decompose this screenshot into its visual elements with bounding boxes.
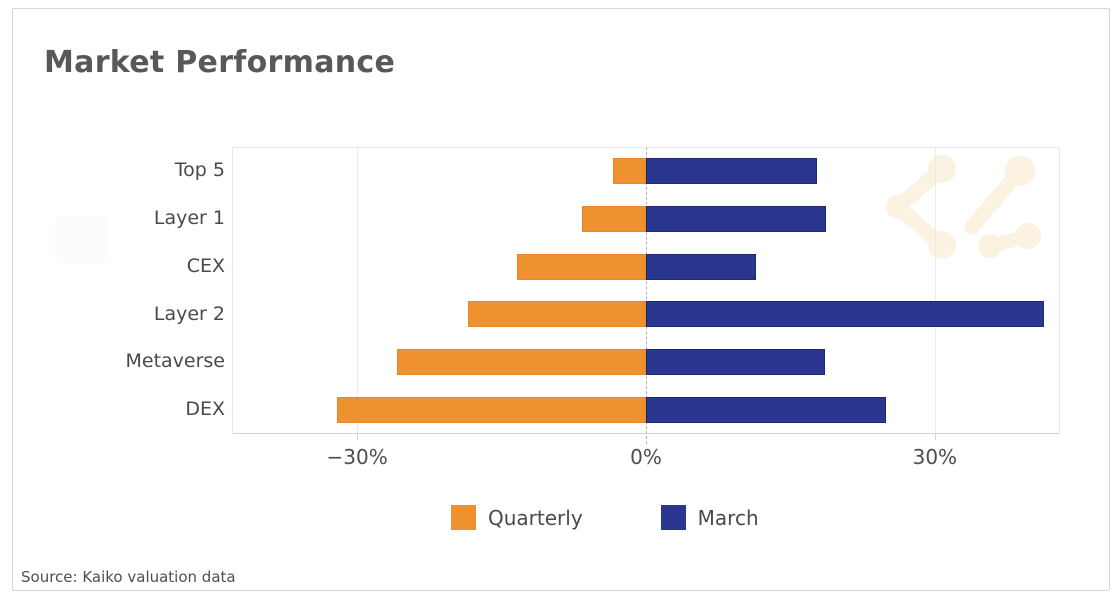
x-tick-label-30: 30% [912, 445, 958, 469]
faint-square-watermark [55, 215, 108, 263]
chart-card: Market Performance Top 5 Layer 1 CEX Layer … [12, 8, 1110, 591]
legend-swatch-march [660, 505, 686, 530]
legend: Quarterly March [451, 505, 759, 530]
source-caption: Source: Kaiko valuation data [21, 568, 236, 586]
category-label-top-5: Top 5 [174, 159, 225, 181]
category-label-layer-1: Layer 1 [153, 206, 225, 229]
bar-quarterly-layer-2 [467, 301, 646, 328]
legend-item-march: March [660, 505, 759, 530]
legend-swatch-quarterly [451, 505, 476, 530]
bar-quarterly-layer-1 [582, 205, 646, 232]
bar-quarterly-dex [336, 397, 646, 424]
bar-march-top-5 [646, 157, 818, 184]
legend-label-quarterly: Quarterly [488, 505, 583, 530]
plot-frame [232, 147, 1060, 434]
category-label-dex: DEX [185, 398, 225, 421]
bar-quarterly-cex [516, 253, 646, 280]
category-label-layer-2: Layer 2 [153, 302, 225, 325]
category-label-metaverse: Metaverse [125, 350, 225, 373]
legend-label-march: March [697, 505, 759, 530]
legend-item-quarterly: Quarterly [451, 505, 583, 530]
axis-tick-30 [934, 434, 936, 440]
bar-march-dex [646, 397, 886, 424]
kaiko-logo-watermark-icon [886, 155, 1041, 259]
zero-gridline [646, 147, 647, 444]
bar-march-metaverse [646, 349, 826, 376]
bar-march-layer-1 [646, 205, 827, 232]
x-tick-label-0: 0% [630, 445, 662, 469]
axis-tick--30 [357, 434, 359, 440]
bar-march-layer-2 [646, 301, 1044, 328]
gridline-30 [934, 147, 936, 434]
category-label-cex: CEX [186, 254, 225, 277]
bar-quarterly-metaverse [396, 349, 646, 376]
bar-march-cex [646, 253, 756, 280]
gridline--30 [357, 147, 359, 434]
bar-quarterly-top-5 [613, 157, 646, 184]
chart-title: Market Performance [44, 45, 396, 80]
x-tick-label--30: −30% [326, 445, 388, 469]
